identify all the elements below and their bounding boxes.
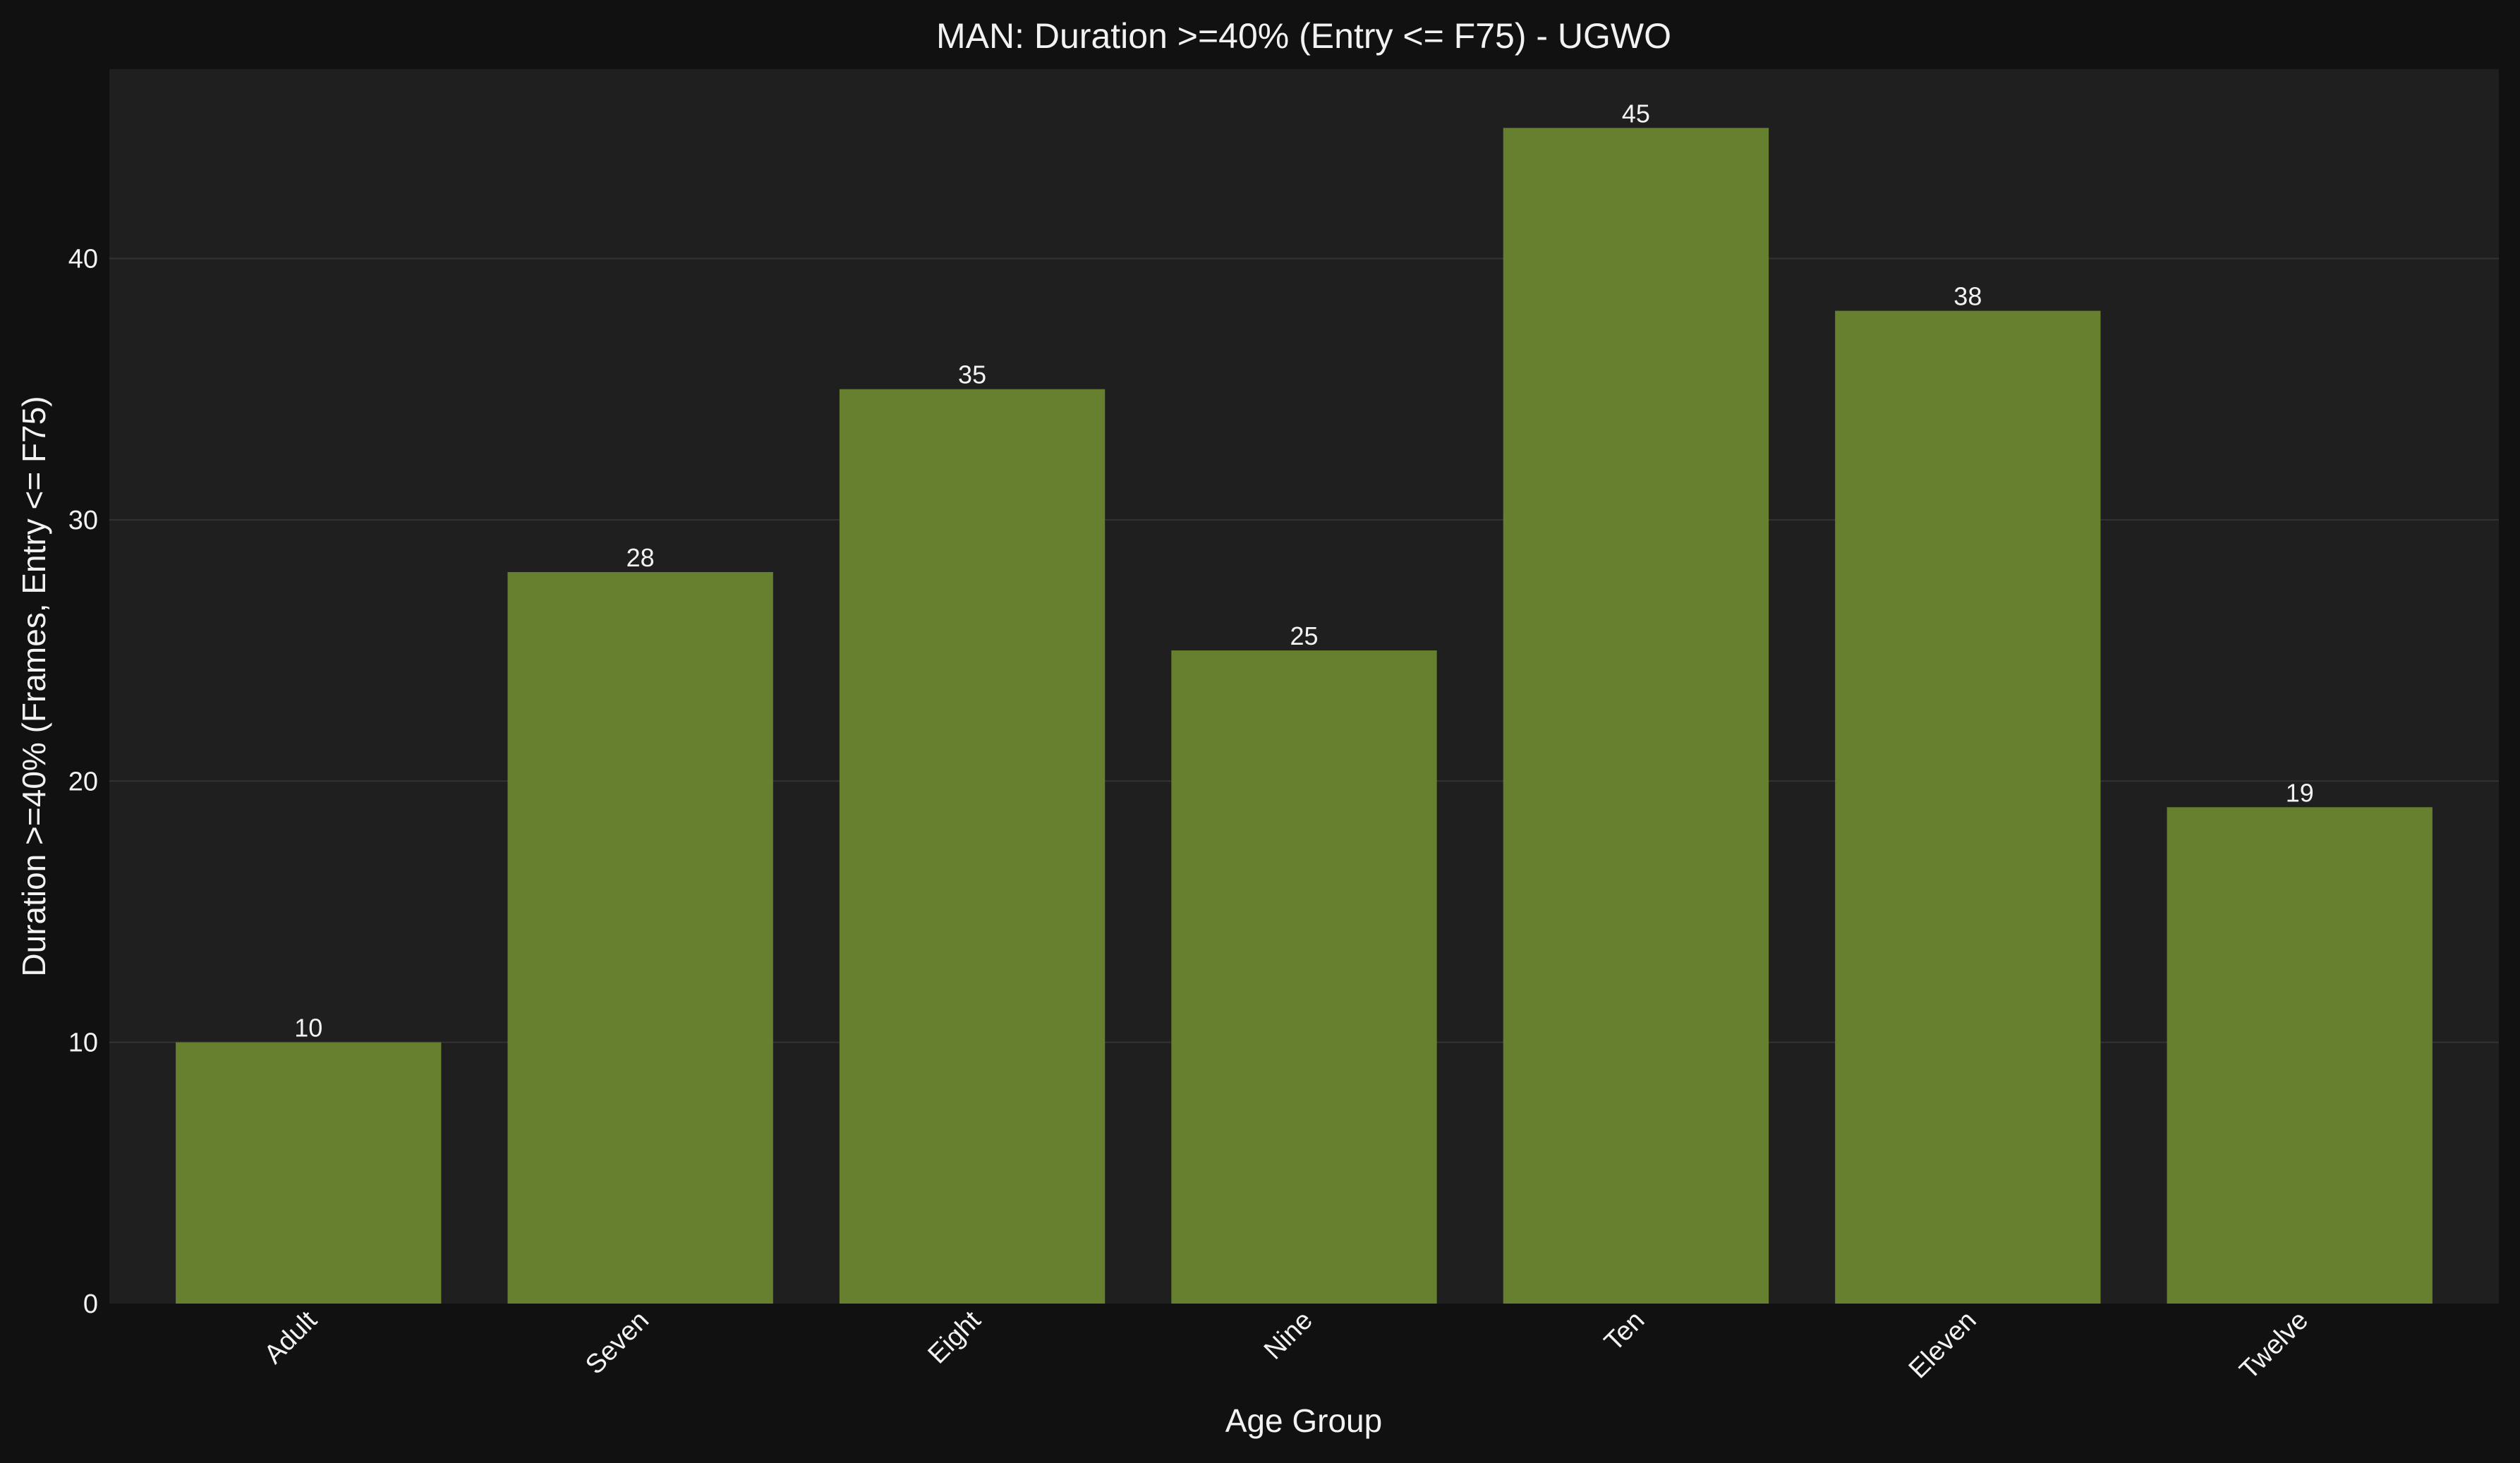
data-label: 19 [2286,778,2314,807]
x-axis-label: Age Group [1225,1402,1382,1439]
y-tick-label: 10 [68,1028,98,1058]
data-label: 28 [626,543,655,572]
chart-title: MAN: Duration >=40% (Entry <= F75) - UGW… [936,16,1671,56]
bars [176,128,2433,1304]
y-axis-label: Duration >=40% (Frames, Entry <= F75) [16,396,52,976]
data-label: 35 [958,360,986,389]
data-labels: 10 28 35 25 45 38 19 [294,99,2314,1042]
data-label: 38 [1953,282,1982,311]
y-tick-label: 20 [68,767,98,796]
bar-eleven [1835,310,2101,1304]
y-axis-ticks: 0 10 20 30 40 [68,245,98,1319]
data-label: 10 [294,1014,322,1043]
bar-eight [839,389,1105,1304]
bar-seven [507,571,773,1304]
bar-twelve [2167,807,2433,1304]
y-tick-label: 40 [68,245,98,274]
bar-ten [1503,128,1769,1304]
data-label: 45 [1622,99,1650,128]
bar-nine [1171,650,1437,1304]
y-tick-label: 0 [83,1289,98,1319]
bar-adult [176,1042,442,1304]
data-label: 25 [1290,621,1318,650]
y-tick-label: 30 [68,506,98,535]
